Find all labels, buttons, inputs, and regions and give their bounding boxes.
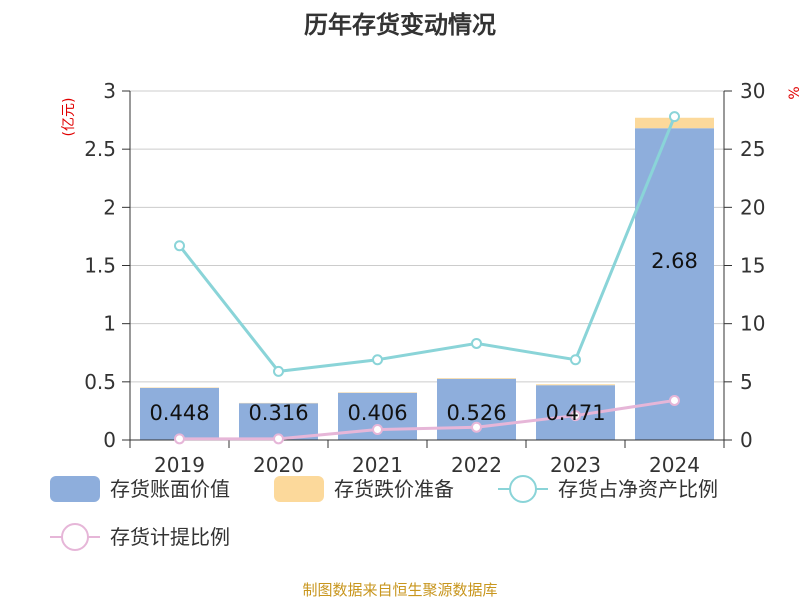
- x-tick-label: 2022: [451, 453, 502, 477]
- legend-swatch-marker: [61, 523, 89, 551]
- x-tick-label: 2024: [649, 453, 700, 477]
- bar-value-label: 0.471: [545, 401, 605, 425]
- point-provision-ratio: [471, 421, 482, 433]
- bar-book-value: [635, 128, 714, 440]
- left-axis-unit: (亿元): [61, 98, 77, 137]
- x-tick-label: 2019: [154, 453, 205, 477]
- point-net-asset-ratio: [570, 354, 581, 366]
- point-net-asset-ratio: [372, 354, 383, 366]
- bar-value-label: 0.526: [446, 401, 506, 425]
- right-tick-label: 30: [740, 79, 765, 103]
- right-tick-label: 5: [740, 370, 753, 394]
- left-tick-label: 0: [103, 428, 116, 452]
- legend-label: 存货跌价准备: [334, 477, 454, 501]
- right-axis-unit: %: [787, 86, 800, 99]
- legend-swatch: [274, 476, 324, 502]
- legend-swatch-marker: [509, 475, 537, 503]
- bar-book-value: [140, 387, 219, 440]
- point-net-asset-ratio: [669, 111, 680, 123]
- left-tick-label: 1: [103, 312, 116, 336]
- right-tick-label: 15: [740, 254, 765, 278]
- bar-impairment-reserve: [536, 384, 615, 386]
- legend-label: 存货占净资产比例: [558, 477, 718, 501]
- data-labels: 0.448 0.316 0.406 0.526 0.471 2.68: [149, 249, 697, 425]
- bar-value-label: 0.448: [149, 401, 209, 425]
- line-net-asset-ratio: [178, 116, 676, 373]
- right-tick-label: 0: [740, 428, 753, 452]
- x-tick-label: 2023: [550, 453, 601, 477]
- x-tick-label: 2020: [253, 453, 304, 477]
- legend-label: 存货计提比例: [110, 525, 230, 549]
- left-tick-label: 3: [103, 79, 116, 103]
- line-provision-ratio: [179, 398, 675, 441]
- point-net-asset-ratio: [273, 365, 284, 377]
- bar-impairment-reserve: [437, 378, 516, 379]
- bars: [140, 117, 714, 440]
- legend-label: 存货账面价值: [110, 477, 230, 501]
- bar-value-label: 2.68: [651, 249, 698, 273]
- bar-value-label: 0.316: [248, 401, 308, 425]
- legend-swatch: [50, 476, 100, 502]
- left-tick-label: 0.5: [84, 370, 116, 394]
- point-provision-ratio: [174, 433, 185, 445]
- left-tick-label: 2: [103, 195, 116, 219]
- bar-impairment-reserve: [635, 117, 714, 129]
- chart-title: 历年存货变动情况: [304, 11, 496, 39]
- right-tick-label: 20: [740, 195, 765, 219]
- x-tick-label: 2021: [352, 453, 403, 477]
- point-net-asset-ratio: [471, 337, 482, 349]
- point-provision-ratio: [372, 424, 383, 436]
- gridlines: [130, 90, 724, 441]
- lines: [174, 111, 680, 445]
- right-tick-label: 25: [740, 137, 765, 161]
- left-tick-label: 1.5: [84, 254, 116, 278]
- left-tick-label: 2.5: [84, 137, 116, 161]
- right-tick-label: 10: [740, 312, 765, 336]
- point-provision-ratio: [570, 410, 581, 422]
- point-provision-ratio: [669, 394, 680, 406]
- point-net-asset-ratio: [174, 240, 185, 252]
- point-provision-ratio: [273, 433, 284, 445]
- bar-value-label: 0.406: [347, 401, 407, 425]
- source-note: 制图数据来自恒生聚源数据库: [302, 581, 497, 599]
